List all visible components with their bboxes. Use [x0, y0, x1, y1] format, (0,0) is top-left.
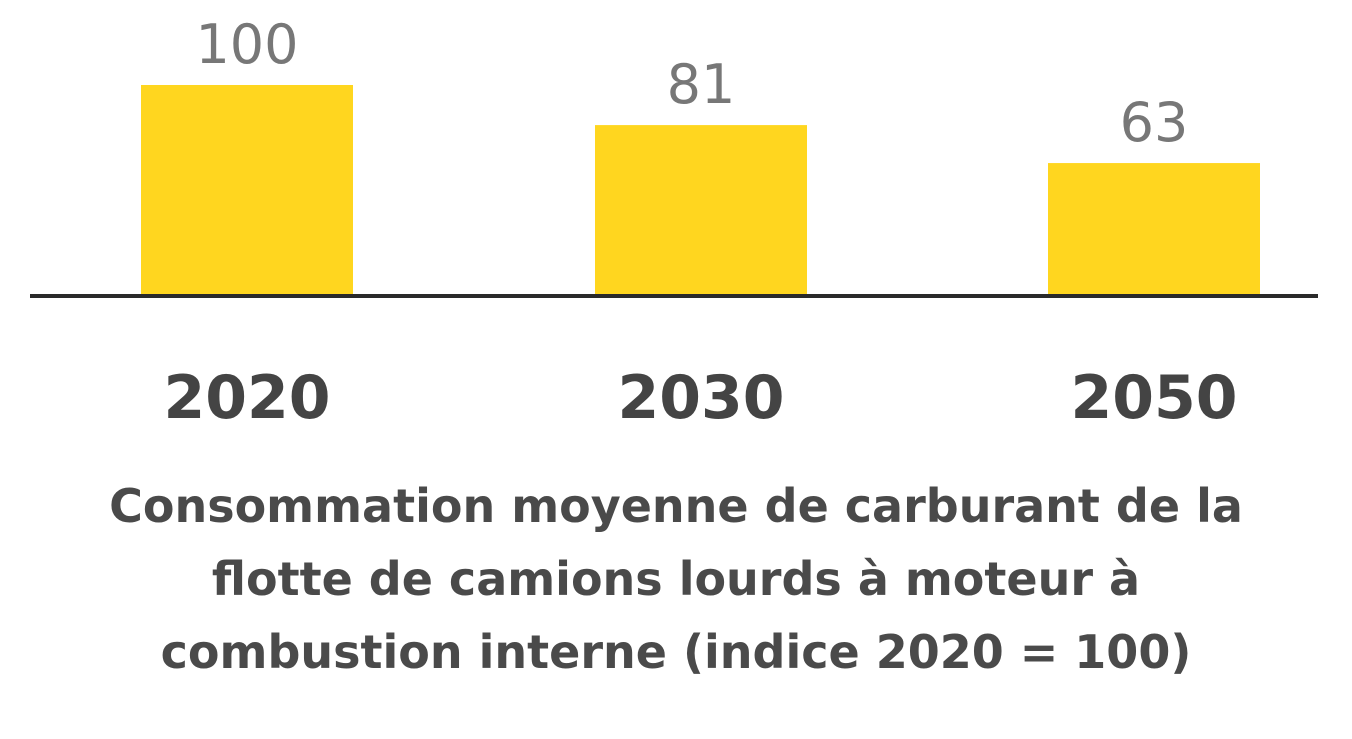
bar-2050	[1048, 163, 1260, 296]
chart-title: Consommation moyenne de carburant de la …	[0, 470, 1352, 689]
bar-2030	[595, 125, 807, 296]
bar-chart: 100 2020 81 2030 63 2050	[30, 13, 1318, 433]
chart-title-line-2: flotte de camions lourds à moteur à	[211, 552, 1141, 606]
data-label-2020: 100	[195, 13, 298, 76]
chart-title-line-1: Consommation moyenne de carburant de la	[109, 479, 1243, 533]
data-label-2050: 63	[1120, 91, 1189, 154]
x-tick-label-2020: 2020	[164, 363, 331, 433]
x-tick-label-2050: 2050	[1071, 363, 1238, 433]
data-label-2030: 81	[667, 53, 736, 116]
bar-2020	[141, 85, 353, 296]
chart-title-line-3: combustion interne (indice 2020 = 100)	[160, 625, 1192, 679]
x-tick-label-2030: 2030	[618, 363, 785, 433]
